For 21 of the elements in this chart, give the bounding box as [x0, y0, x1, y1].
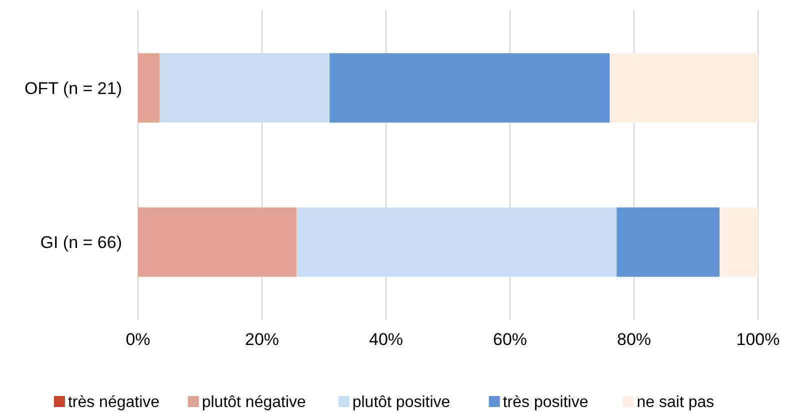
legend-label: plutôt positive [352, 394, 450, 411]
y-tick-label: GI (n = 66) [40, 233, 122, 252]
legend-label: très positive [502, 394, 588, 411]
bar [720, 207, 758, 277]
x-tick-label: 80% [616, 330, 652, 349]
x-tick-label: 20% [244, 330, 280, 349]
legend-label: plutôt négative [202, 394, 306, 411]
bar [330, 53, 610, 123]
bar [610, 53, 758, 123]
x-tick-label: 60% [492, 330, 528, 349]
y-tick-label: OFT (n = 21) [24, 78, 122, 98]
bar [138, 53, 160, 123]
bar [138, 207, 297, 277]
x-tick-label: 100% [736, 330, 780, 349]
legend-label: très négative [68, 394, 160, 411]
x-tick-label: 0% [126, 330, 150, 349]
legend-label: ne sait pas [636, 394, 714, 411]
x-tick-label: 40% [368, 330, 404, 349]
bar [616, 207, 720, 277]
bar [296, 207, 617, 277]
bar [160, 53, 330, 123]
